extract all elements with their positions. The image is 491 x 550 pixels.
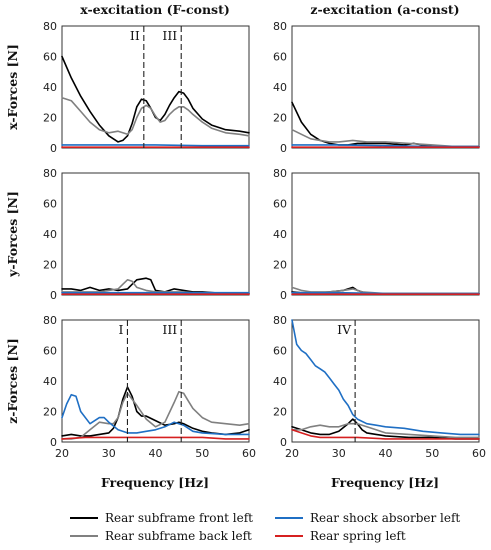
y-tick-label: 0	[50, 142, 57, 155]
panel-z-exc-y-forces: 0 20 40 60 80	[273, 167, 480, 302]
resonance-marker-label: III	[162, 28, 177, 43]
y-tick-label: 60	[43, 198, 57, 211]
y-tick-label: 60	[273, 345, 287, 358]
legend-label-shock-absorber: Rear shock absorber left	[310, 511, 461, 525]
resonance-marker-label: II	[130, 28, 140, 43]
y-tick-label: 60	[273, 198, 287, 211]
series-line-spring	[61, 436, 250, 440]
series-line-front-left	[291, 418, 480, 440]
column-title-x-excitation: x-excitation (F-const)	[80, 2, 230, 17]
plot-frame	[291, 172, 480, 296]
legend-item-shock-absorber: Rear shock absorber left	[275, 511, 460, 525]
series-line-spring	[291, 428, 480, 440]
legend-item-spring: Rear spring left	[275, 529, 406, 543]
plot-frame	[61, 25, 250, 149]
column-title-z-excitation: z-excitation (a-const)	[310, 2, 459, 17]
series-line-shock-absorber	[291, 319, 480, 436]
resonance-marker-label: III	[162, 322, 177, 337]
legend-label-spring: Rear spring left	[310, 529, 406, 543]
y-tick-label: 60	[273, 51, 287, 64]
y-tick-label: 20	[273, 259, 287, 272]
x-axis-label-left: Frequency [Hz]	[101, 475, 209, 490]
x-tick-label: 60	[242, 447, 256, 460]
y-tick-label: 40	[273, 375, 287, 388]
x-tick-label: 40	[149, 447, 163, 460]
series-line-back-left	[61, 390, 250, 440]
legend-swatch-shock-absorber	[275, 517, 303, 519]
legend-label-back-left: Rear subframe back left	[105, 529, 252, 543]
legend-item-front-left: Rear subframe front left	[70, 511, 253, 525]
y-tick-label: 80	[273, 314, 287, 327]
x-tick-label: 20	[285, 447, 299, 460]
y-tick-label: 20	[43, 259, 57, 272]
plot-frame	[291, 319, 480, 443]
series-line-front-left	[61, 277, 250, 295]
legend-swatch-back-left	[70, 535, 98, 537]
panel-z-exc-x-forces: 0 20 40 60 80	[273, 20, 480, 155]
chart-figure: x-excitation (F-const) z-excitation (a-c…	[5, 2, 486, 490]
plot-frame	[61, 172, 250, 296]
y-tick-label: 20	[43, 112, 57, 125]
x-tick-label: 50	[425, 447, 439, 460]
y-tick-label: 40	[43, 375, 57, 388]
y-tick-label: 80	[43, 314, 57, 327]
y-tick-label: 40	[273, 81, 287, 94]
legend-swatch-spring	[275, 535, 303, 537]
y-tick-label: 20	[273, 406, 287, 419]
y-tick-label: 40	[43, 228, 57, 241]
series-line-shock-absorber	[61, 393, 250, 436]
x-tick-label: 20	[55, 447, 69, 460]
x-tick-label: 30	[102, 447, 116, 460]
row-label-x-forces: x-Forces [N]	[5, 44, 20, 130]
resonance-marker-label: IV	[337, 322, 352, 337]
y-tick-label: 40	[273, 228, 287, 241]
y-tick-label: 40	[43, 81, 57, 94]
y-tick-label: 80	[43, 167, 57, 180]
series-line-back-left	[291, 128, 480, 148]
y-tick-label: 0	[280, 289, 287, 302]
legend-label-front-left: Rear subframe front left	[105, 511, 254, 525]
y-tick-label: 0	[50, 436, 57, 449]
y-tick-label: 20	[273, 112, 287, 125]
x-tick-label: 40	[379, 447, 393, 460]
y-tick-label: 80	[273, 167, 287, 180]
series-line-shock-absorber	[61, 144, 250, 147]
legend-swatch-front-left	[70, 517, 98, 519]
series-line-back-left	[291, 422, 480, 439]
series-line-shock-absorber	[291, 291, 480, 295]
legend: Rear subframe front left Rear subframe b…	[70, 508, 490, 548]
plot-frame	[61, 319, 250, 443]
row-label-z-forces: z-Forces [N]	[5, 338, 20, 424]
series-line-front-left	[61, 386, 250, 437]
legend-item-back-left: Rear subframe back left	[70, 529, 252, 543]
row-label-y-forces: y-Forces [N]	[5, 191, 20, 278]
y-tick-label: 60	[43, 51, 57, 64]
y-tick-label: 80	[273, 20, 287, 33]
y-tick-label: 60	[43, 345, 57, 358]
y-tick-label: 0	[280, 142, 287, 155]
series-line-front-left	[61, 55, 250, 143]
x-tick-label: 50	[195, 447, 209, 460]
resonance-marker-label: I	[118, 322, 123, 337]
y-tick-label: 80	[43, 20, 57, 33]
plot-frame	[291, 25, 480, 149]
x-axis-label-right: Frequency [Hz]	[331, 475, 439, 490]
x-tick-label: 30	[332, 447, 346, 460]
x-tick-label: 60	[472, 447, 486, 460]
series-line-back-left	[61, 96, 250, 137]
y-tick-label: 20	[43, 406, 57, 419]
panel-x-exc-y-forces: 0 20 40 60 80	[43, 167, 250, 302]
y-tick-label: 0	[280, 436, 287, 449]
y-tick-label: 0	[50, 289, 57, 302]
